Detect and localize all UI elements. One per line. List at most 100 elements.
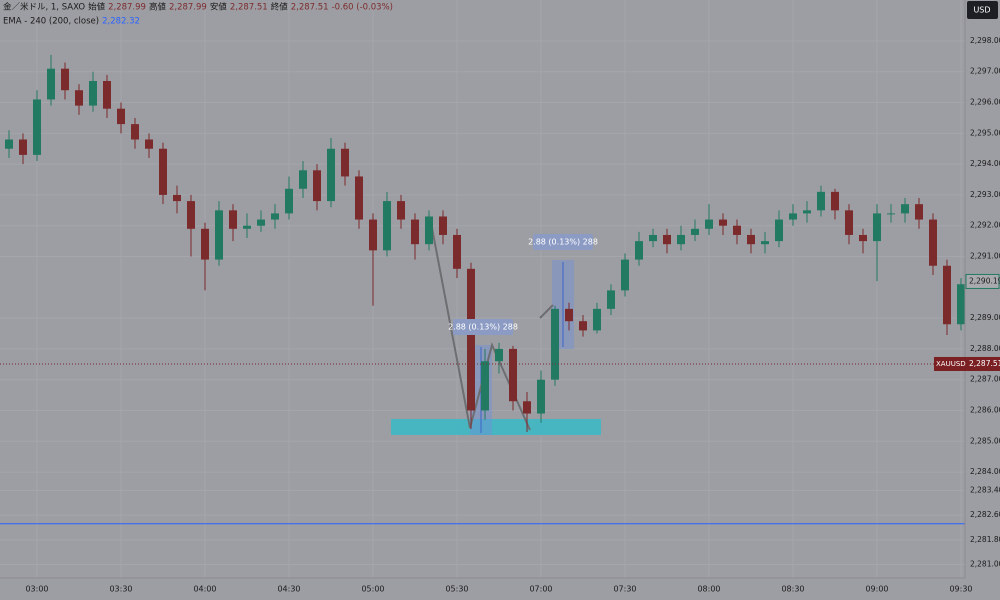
y-tick-label: 2,289.00 [970,313,1000,322]
candle-body [159,148,167,195]
candle-body [719,219,727,226]
candle-body [439,216,447,235]
x-tick-label: 04:00 [193,585,216,594]
candle-body [467,268,475,411]
ema-value: 2,282.32 [102,17,140,27]
measure-label: 2.88 (0.13%) 288 [448,323,518,332]
x-tick-label: 04:30 [277,585,300,594]
candle-body [565,308,573,322]
x-tick-label: 08:00 [697,585,720,594]
field-value: 2,287.99 [108,3,146,13]
x-tick-label: 09:00 [865,585,888,594]
candle-body [957,284,965,325]
candle-body [47,68,55,100]
candle-body [509,348,517,402]
candle-body [663,234,671,245]
x-tick-label: 07:30 [613,585,636,594]
candle-body [75,90,83,106]
zigzag [539,304,554,319]
candle-body [355,176,363,220]
candle-body [383,201,391,251]
candle-body [201,228,209,260]
candle-body [803,210,811,214]
candle-body [327,148,335,202]
candle-body [775,219,783,242]
last-symbol: XAUUSD [936,360,966,368]
y-tick-label: 2,281.00 [970,559,1000,568]
x-tick-label: 08:30 [781,585,804,594]
field-label: 安値 [210,2,228,13]
change: -0.60 (-0.03%) [332,3,393,13]
candle-body [285,188,293,214]
candle-body [887,213,895,215]
measure-label-box [533,234,593,250]
field-label: 終値 [271,2,289,13]
candle-body [677,234,685,245]
candle-body [733,225,741,235]
candle-body [187,201,195,229]
last-price: 2,287.51 [969,359,1000,368]
candle-body [607,290,615,309]
measure-label-box [453,319,513,335]
x-tick-label: 05:00 [361,585,384,594]
candle-body [243,225,251,229]
candle-body [649,234,657,242]
candle-body [61,68,69,91]
y-tick-label: 2,298.00 [970,36,1000,45]
candle-body [593,308,601,331]
y-axis [965,0,1000,600]
y-tick-label: 2,285.00 [970,436,1000,445]
candle-body [229,210,237,229]
y-tick-label: 2,295.00 [970,128,1000,137]
y-tick-label: 2,297.00 [970,67,1000,76]
currency[interactable]: USD [973,6,990,15]
y-tick-label: 2,282.60 [970,510,1000,519]
field-label: 始値 [88,2,106,13]
candle-body [117,108,125,125]
x-tick-label: 07:00 [529,585,552,594]
candle-body [691,228,699,235]
candle-body [747,234,755,245]
x-tick-label: 03:00 [25,585,48,594]
candle-body [551,308,559,380]
candle-body [537,379,545,414]
candle-body [831,191,839,211]
header: 金／米ドル, 1, SAXO 始値 2,287.99 高値 2,287.99 安値 2,28… [3,2,393,27]
symbol: 金／米ドル, 1, SAXO [3,2,85,13]
y-tick-label: 2,283.40 [970,486,1000,495]
candle-body [215,210,223,260]
x-tick-label: 05:30 [445,585,468,594]
field-value: 2,287.51 [291,3,329,13]
ema-name: EMA - 240 (200, close) [3,17,99,27]
candle-body [523,401,531,414]
zone-rect [391,419,601,435]
last-price-box [934,356,1000,371]
candle-body [453,234,461,269]
candle-body [915,204,923,220]
candle-body [89,80,97,106]
candle-body [845,210,853,235]
y-tick-label: 2,292.00 [970,221,1000,230]
y-tick-label: 2,286.00 [970,405,1000,414]
measure-label: 2.88 (0.13%) 288 [528,238,598,247]
candle-body [33,99,41,155]
price-marker: 2,290.19 [969,276,1000,285]
candle-body [397,201,405,220]
candle-body [425,216,433,245]
candle-body [705,219,713,229]
x-tick-label: 09:30 [949,585,972,594]
candle-body [495,348,503,362]
candles: 2.88 (0.13%) 288 2.88 (0.13%) 288 [0,54,965,525]
candle-body [901,204,909,214]
currency-button[interactable] [967,1,998,19]
candle-body [579,321,587,331]
field-label: 高値 [149,2,167,13]
candle-body [943,265,951,325]
candle-body [145,139,153,149]
y-tick-label: 2,284.00 [970,467,1000,476]
y-tick-label: 2,296.00 [970,98,1000,107]
candle-body [103,80,111,109]
field-value: 2,287.99 [169,3,207,13]
